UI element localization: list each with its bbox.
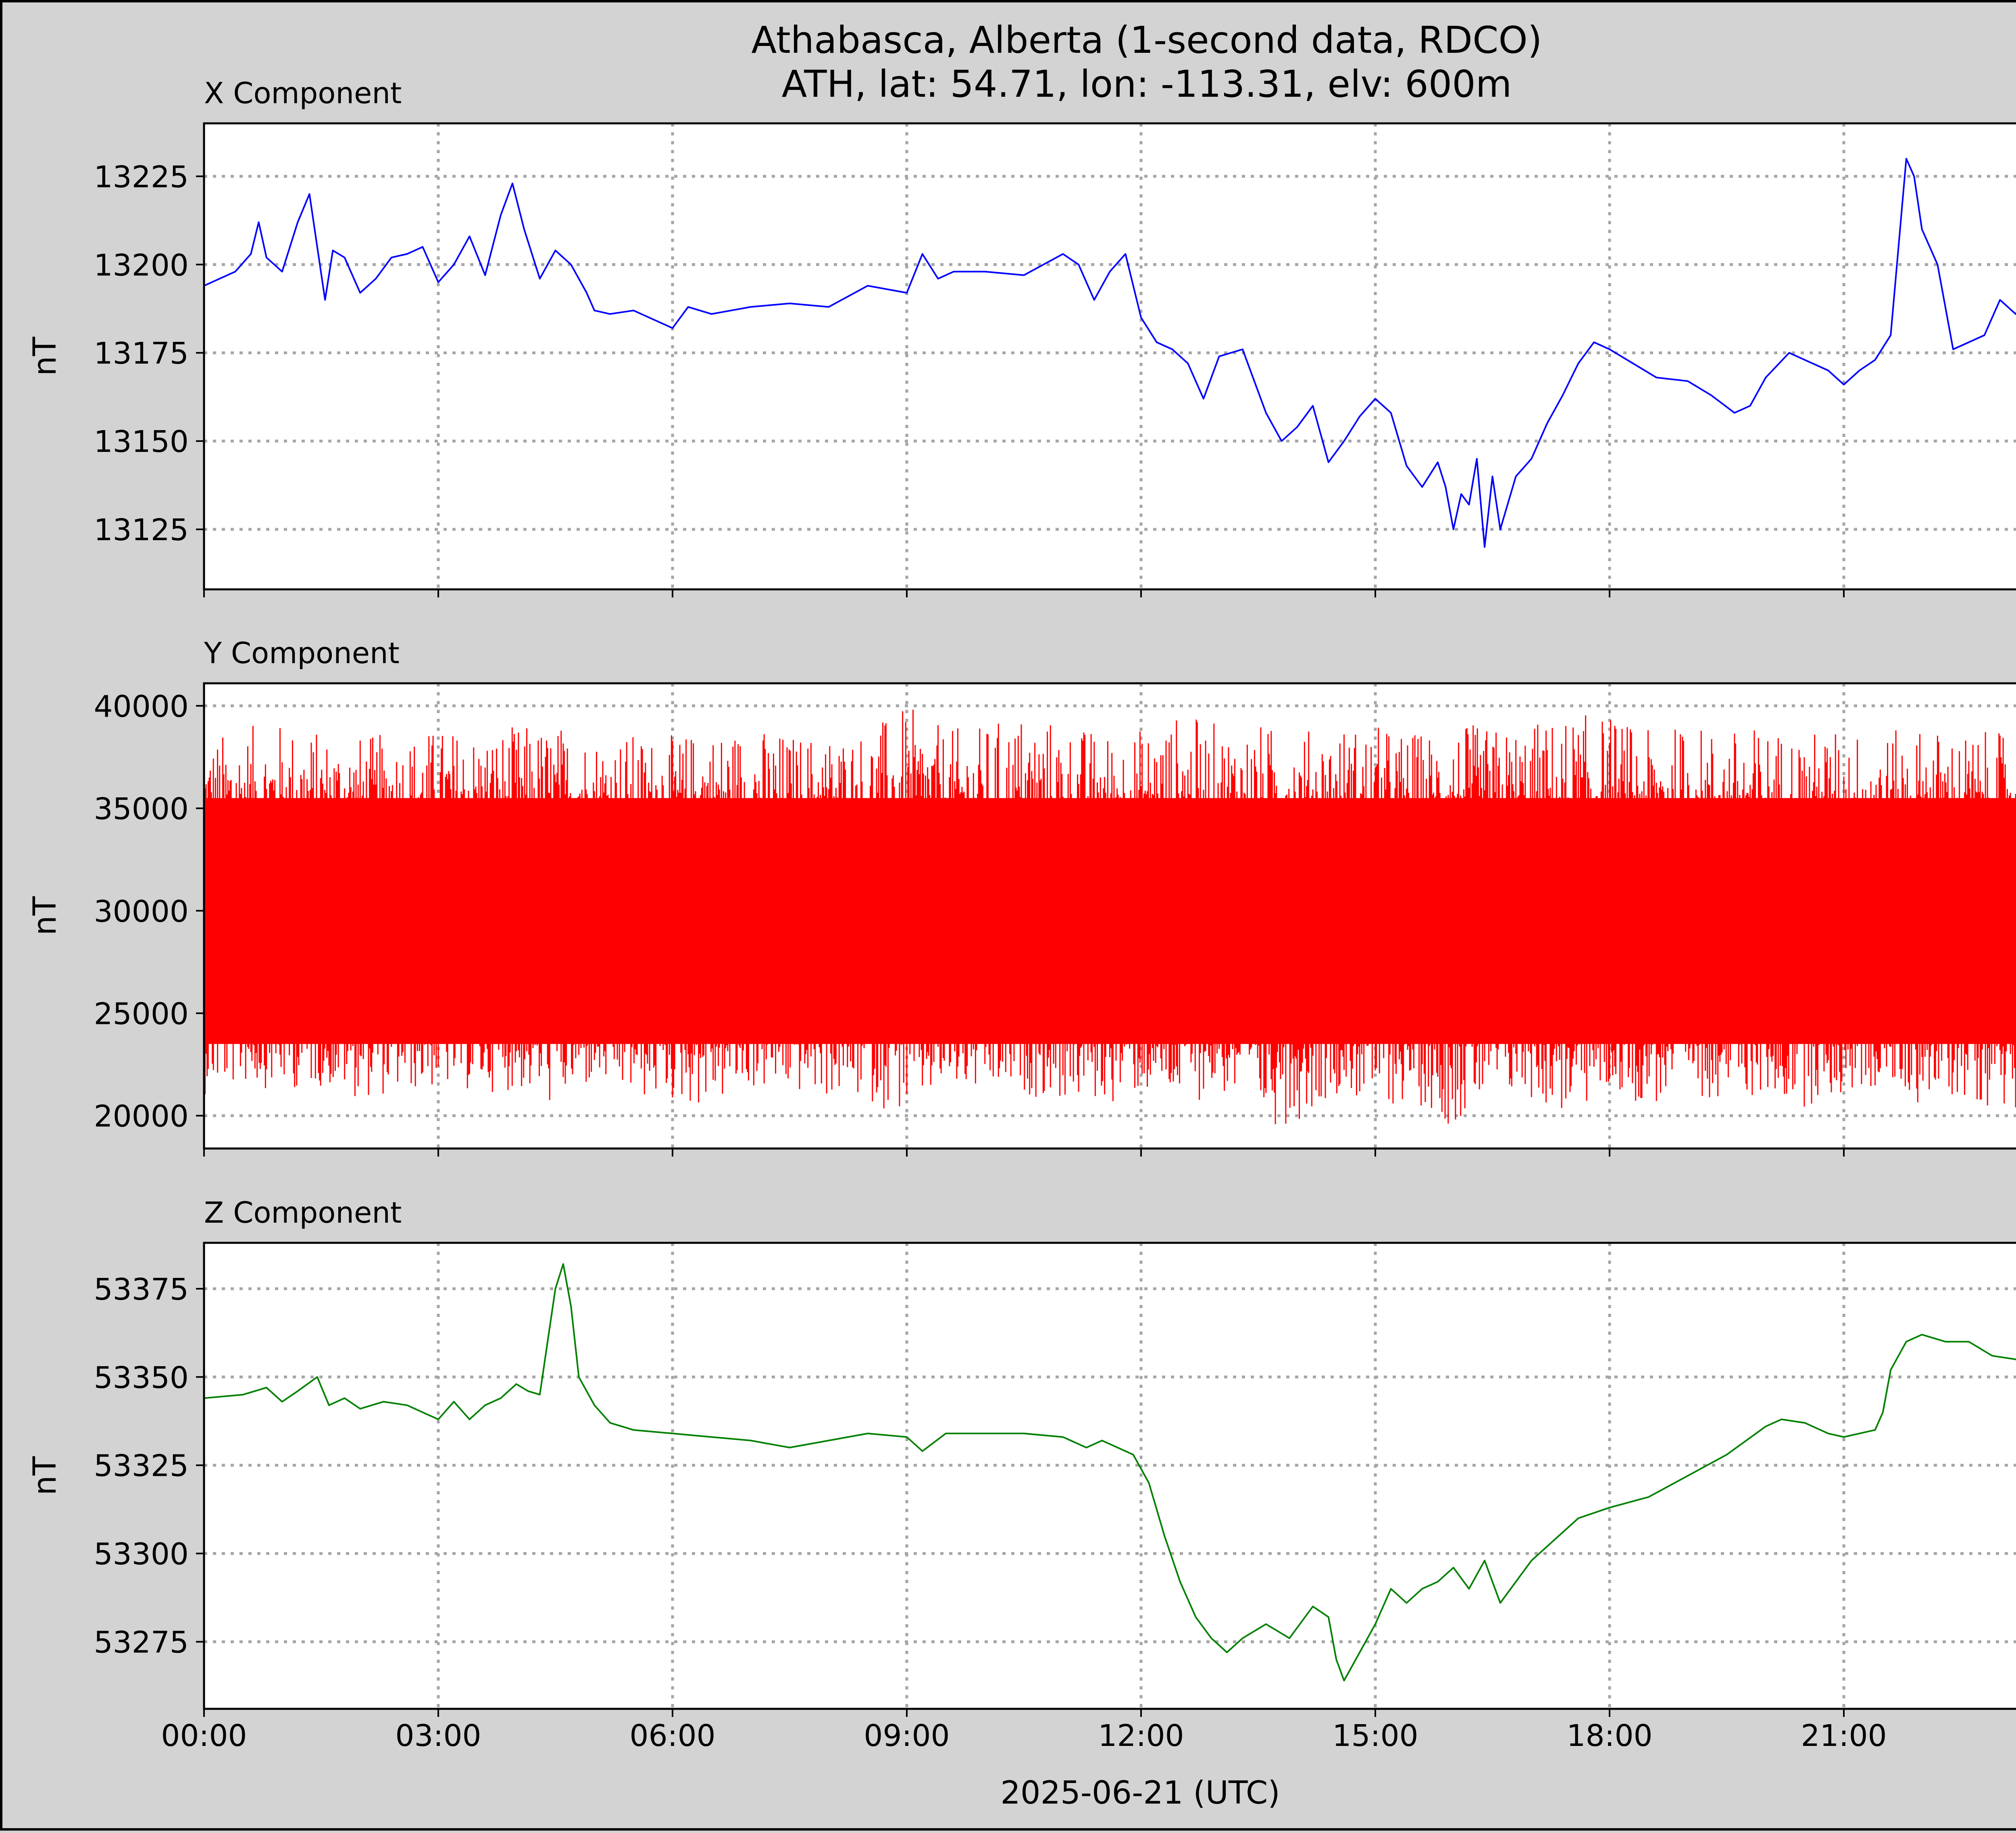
series-spikes-y bbox=[204, 709, 2016, 1124]
panel-title-y: Y Component bbox=[204, 636, 400, 670]
plot-area-z bbox=[204, 1243, 2016, 1709]
panel-title-x: X Component bbox=[204, 76, 402, 110]
ytick-label-y: 20000 bbox=[94, 1099, 189, 1134]
figure-title-line2: ATH, lat: 54.71, lon: -113.31, elv: 600m bbox=[782, 62, 1512, 106]
series-group-y bbox=[204, 709, 2016, 1124]
ytick-label-x: 13200 bbox=[94, 248, 189, 283]
xtick-label: 15:00 bbox=[1332, 1719, 1418, 1753]
x-axis-label: 2025-06-21 (UTC) bbox=[1000, 1775, 1280, 1811]
series-group-x bbox=[204, 158, 2016, 548]
ytick-label-y: 30000 bbox=[94, 894, 189, 929]
xtick-label: 18:00 bbox=[1566, 1719, 1652, 1753]
ytick-label-x: 13125 bbox=[94, 513, 189, 547]
panel-z: 53275 53300 53325 53350 53375 00:00 03:00 06:00… bbox=[27, 1196, 2016, 1753]
series-line-z bbox=[204, 1263, 2016, 1681]
ytick-label-y: 25000 bbox=[94, 997, 189, 1031]
ytick-label-z: 53275 bbox=[94, 1625, 189, 1660]
plot-area-x bbox=[204, 123, 2016, 589]
y-axis-label-x: nT bbox=[27, 337, 63, 376]
ytick-label-x: 13175 bbox=[94, 336, 189, 371]
xtick-label: 06:00 bbox=[629, 1719, 715, 1753]
xtick-label: 09:00 bbox=[864, 1719, 950, 1753]
ytick-label-z: 53375 bbox=[94, 1272, 189, 1307]
panel-y: 20000 25000 30000 35000 40000 Y Component nT bbox=[27, 636, 2016, 1157]
y-axis-label-y: nT bbox=[27, 896, 63, 935]
series-line-x bbox=[204, 158, 2016, 548]
ytick-label-x: 13150 bbox=[94, 424, 189, 459]
series-group-z bbox=[204, 1263, 2016, 1681]
ytick-label-z: 53300 bbox=[94, 1537, 189, 1572]
ytick-label-z: 53350 bbox=[94, 1361, 189, 1395]
xtick-label: 00:00 bbox=[161, 1719, 247, 1753]
y-axis-label-z: nT bbox=[27, 1456, 63, 1495]
xtick-label: 03:00 bbox=[395, 1719, 481, 1753]
panel-title-z: Z Component bbox=[204, 1196, 402, 1230]
figure-title-line1: Athabasca, Alberta (1-second data, RDCO) bbox=[751, 19, 1542, 62]
ytick-label-z: 53325 bbox=[94, 1449, 189, 1483]
ytick-label-x: 13225 bbox=[94, 160, 189, 194]
xtick-label: 21:00 bbox=[1801, 1719, 1887, 1753]
xtick-label: 12:00 bbox=[1098, 1719, 1184, 1753]
ytick-label-y: 40000 bbox=[94, 689, 189, 724]
panel-x: 13125 13150 13175 13200 13225 X Component nT bbox=[27, 76, 2016, 597]
ytick-label-y: 35000 bbox=[94, 792, 189, 826]
